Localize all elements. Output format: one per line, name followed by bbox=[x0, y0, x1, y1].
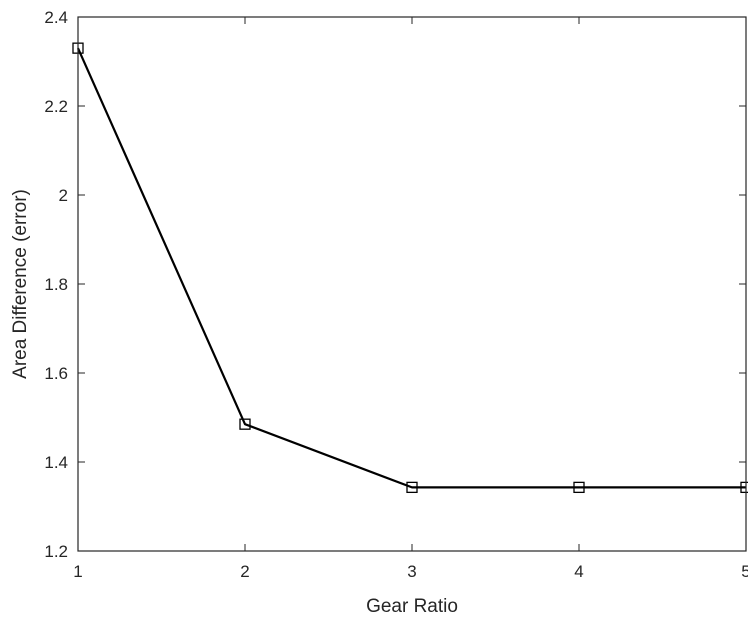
x-tick-label: 2 bbox=[240, 562, 249, 581]
series-line bbox=[76, 47, 746, 489]
plot-background bbox=[78, 17, 746, 551]
y-tick-label: 1.6 bbox=[44, 364, 68, 383]
axis-labels: Gear Ratio Area Difference (error) bbox=[10, 189, 458, 617]
x-tick-label: 5 bbox=[741, 562, 748, 581]
y-tick-label: 2 bbox=[59, 186, 68, 205]
y-tick-label: 2.2 bbox=[44, 97, 68, 116]
data-point-marker bbox=[406, 481, 418, 494]
y-tick-label: 1.4 bbox=[44, 453, 68, 472]
y-tick-label: 1.8 bbox=[44, 275, 68, 294]
x-tick-label: 3 bbox=[407, 562, 416, 581]
y-tick-label: 1.2 bbox=[44, 542, 68, 561]
data-point-marker bbox=[573, 481, 585, 494]
x-axis-title: Gear Ratio bbox=[366, 596, 458, 617]
plot-area bbox=[78, 17, 746, 551]
data-point-marker bbox=[239, 418, 251, 430]
axes: 1 2 3 4 5 1.2 1.4 1.6 1.8 2 2.2 2.4 bbox=[44, 8, 748, 581]
x-tick-label: 1 bbox=[73, 562, 82, 581]
y-tick-label: 2.4 bbox=[44, 8, 68, 27]
y-axis-title: Area Difference (error) bbox=[10, 189, 31, 379]
x-tick-label: 4 bbox=[574, 562, 583, 581]
